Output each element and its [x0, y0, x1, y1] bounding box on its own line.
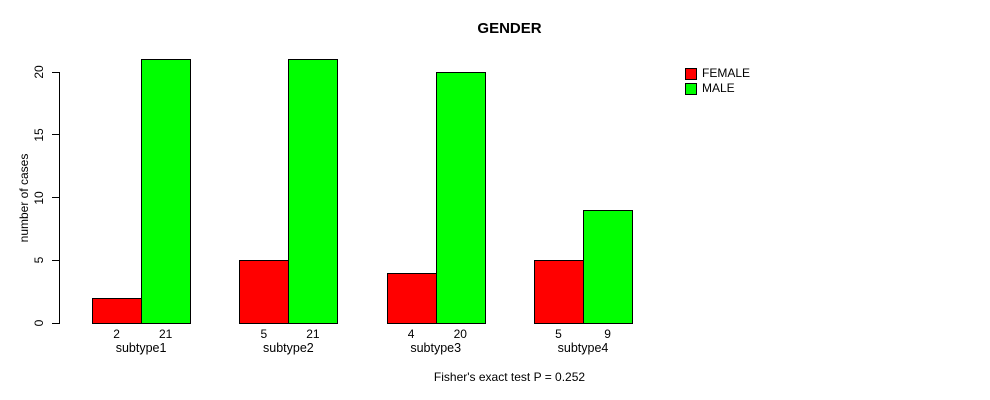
bar-value-male-subtype4: 9 [604, 327, 611, 341]
x-category-label-subtype2: subtype2 [263, 341, 314, 355]
legend-label-female: FEMALE [702, 66, 751, 80]
male-color-swatch [685, 82, 697, 95]
bar-value-female-subtype4: 5 [555, 327, 562, 341]
y-tick-label-20: 20 [32, 65, 46, 79]
y-tick-label-15: 15 [32, 128, 46, 142]
bar-female-subtype4 [533, 260, 584, 324]
bar-value-female-subtype3: 4 [407, 327, 415, 341]
bar-female-subtype2 [239, 260, 290, 324]
bar-value-female-subtype2: 5 [260, 327, 268, 341]
bar-male-subtype2 [288, 59, 339, 324]
legend-item-female: FEMALE [685, 66, 750, 81]
y-tick-label-0: 0 [32, 319, 46, 327]
y-tick-label-10: 10 [32, 190, 46, 205]
y-axis-label: number of cases [17, 153, 31, 243]
bar-value-male-subtype1: 21 [158, 327, 173, 341]
legend-label-male: MALE [702, 81, 735, 95]
legend: FEMALE MALE [685, 66, 750, 96]
bar-value-female-subtype1: 2 [113, 327, 120, 341]
y-axis-line [59, 72, 60, 324]
legend-item-male: MALE [685, 81, 750, 96]
annotation-fisher-test: Fisher's exact test P = 0.252 [433, 370, 586, 384]
x-category-label-subtype1: subtype1 [115, 341, 167, 355]
y-tick-mark-5 [52, 259, 59, 261]
x-category-label-subtype3: subtype3 [410, 341, 462, 355]
y-tick-mark-20 [52, 71, 59, 73]
bar-male-subtype4 [583, 210, 634, 324]
y-tick-mark-0 [52, 322, 59, 324]
bar-value-male-subtype3: 20 [453, 327, 467, 341]
y-tick-label-5: 5 [32, 256, 46, 264]
female-color-swatch [685, 67, 697, 80]
bar-male-subtype1 [141, 59, 192, 324]
chart-title: GENDER [477, 20, 542, 37]
y-tick-mark-10 [52, 197, 59, 198]
y-tick-mark-15 [52, 134, 59, 136]
bar-male-subtype3 [435, 72, 486, 324]
bar-value-male-subtype2: 21 [306, 327, 320, 341]
bar-female-subtype3 [386, 272, 437, 324]
bar-female-subtype1 [92, 297, 143, 324]
x-category-label-subtype4: subtype4 [557, 341, 609, 355]
